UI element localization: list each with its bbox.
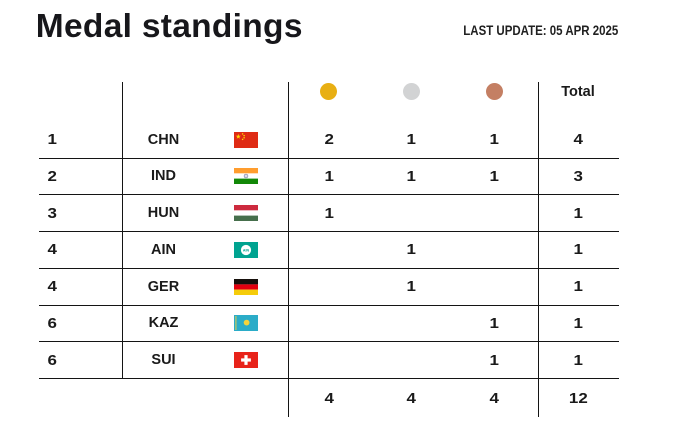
svg-text:AIN: AIN — [243, 248, 250, 252]
